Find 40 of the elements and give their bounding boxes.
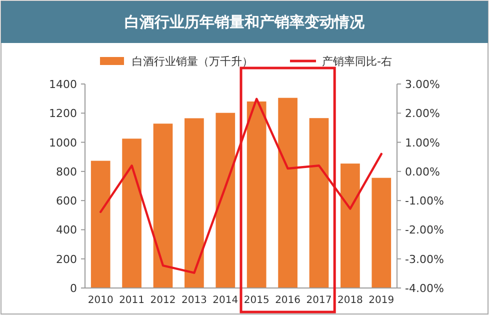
bar — [90, 160, 110, 288]
legend-label: 白酒行业销量（万千升） — [132, 55, 253, 68]
bar — [246, 101, 266, 288]
y-tick-label: 200 — [56, 252, 77, 266]
y-tick-label: 0 — [70, 282, 77, 295]
bar — [278, 98, 298, 288]
legend-label: 产销率同比-右 — [322, 55, 392, 68]
y2-tick-label: 1.00% — [405, 136, 440, 150]
y2-tick-label: -4.00% — [405, 282, 444, 295]
x-tick-label: 2015 — [244, 295, 270, 306]
y2-tick-label: -1.00% — [405, 194, 444, 208]
bar — [216, 112, 236, 288]
y2-tick-label: -3.00% — [405, 252, 444, 266]
y-tick-label: 1000 — [49, 136, 77, 150]
y-tick-label: 1200 — [49, 107, 77, 120]
y2-tick-label: 3.00% — [405, 78, 440, 91]
x-tick-label: 2019 — [368, 295, 394, 306]
bar — [372, 178, 392, 288]
y2-tick-label: 0.00% — [405, 165, 440, 178]
y-tick-label: 600 — [56, 194, 77, 208]
bar — [153, 124, 173, 288]
x-tick-label: 2011 — [119, 295, 145, 306]
y2-tick-label: 2.00% — [405, 107, 440, 120]
y-tick-label: 800 — [56, 165, 77, 178]
bar — [184, 118, 204, 288]
bar — [340, 164, 360, 288]
bar — [309, 118, 329, 288]
y-tick-label: 400 — [56, 224, 77, 237]
x-tick-label: 2016 — [275, 295, 301, 306]
y2-tick-label: -2.00% — [405, 224, 444, 237]
line-series — [100, 98, 382, 274]
x-tick-label: 2013 — [181, 295, 207, 306]
x-tick-label: 2010 — [88, 295, 114, 306]
x-tick-label: 2018 — [337, 295, 363, 306]
x-tick-label: 2012 — [150, 295, 176, 306]
x-tick-label: 2014 — [212, 295, 238, 306]
chart-title: 白酒行业历年销量和产销率变动情况 — [124, 13, 366, 31]
bar — [122, 138, 142, 288]
y-tick-label: 1400 — [49, 78, 77, 91]
x-tick-label: 2017 — [306, 295, 332, 306]
